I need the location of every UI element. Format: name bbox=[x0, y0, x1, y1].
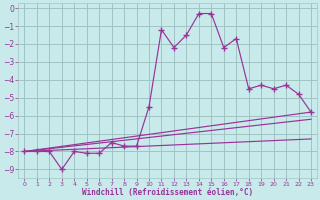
X-axis label: Windchill (Refroidissement éolien,°C): Windchill (Refroidissement éolien,°C) bbox=[82, 188, 253, 197]
